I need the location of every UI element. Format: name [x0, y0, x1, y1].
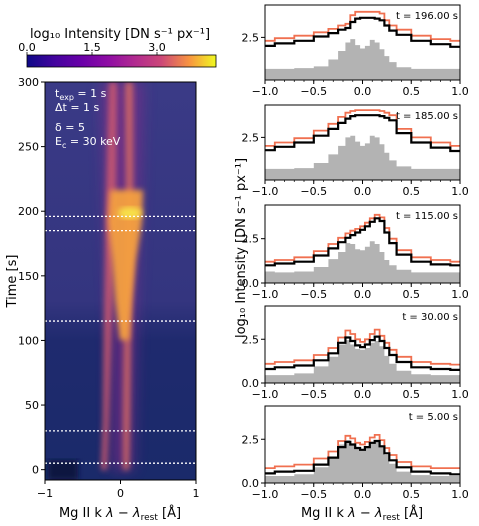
y-tick-label: 0.0	[242, 277, 260, 290]
x-tick-label: 1	[193, 487, 200, 500]
spectrum-line	[265, 109, 460, 147]
x-tick-label: 1.0	[451, 488, 469, 501]
heatmap-dark-spot	[48, 460, 78, 480]
colorbar-tick-label: 0.0	[18, 41, 36, 54]
x-tick-label: −0.5	[300, 85, 327, 98]
spectrum-panel: −1.0 −0.5 0.0 0.5 1.0 0.0 2.5 t = 115.00 s	[242, 204, 469, 301]
y-tick-label: 250	[18, 141, 39, 154]
x-tick-label: −1.0	[252, 388, 279, 401]
x-tick-label: −1.0	[252, 288, 279, 301]
x-tick-label: 0.5	[403, 488, 421, 501]
x-tick-label: −1.0	[252, 85, 279, 98]
spectrum-line	[265, 335, 460, 371]
x-tick-label: −1.0	[252, 185, 279, 198]
x-tick-label: 0.5	[403, 85, 421, 98]
colorbar: log₁₀ Intensity [DN s⁻¹ px⁻¹] 0.0 1.5 3.…	[18, 27, 217, 68]
spectrum-line	[265, 328, 460, 366]
spectrum-panel: −1.0 −0.5 0.0 0.5 1.0 0.0 2.5 t = 30.00 s	[242, 305, 469, 401]
y-tick-label: 2.5	[242, 131, 260, 144]
spectra-panels: −1.0 −0.5 0.0 0.5 1.0 2.5 t = 196.00 s −1.0 −0.5…	[242, 4, 469, 501]
y-tick-label: 0.0	[242, 477, 260, 490]
x-tick-label: −0.5	[300, 185, 327, 198]
spectrum-fill	[265, 340, 460, 383]
x-tick-label: 0.0	[354, 185, 372, 198]
time-markers	[45, 215, 196, 464]
y-tick-label: 2.5	[242, 31, 260, 44]
x-tick-label: 0.0	[354, 388, 372, 401]
x-tick-label: −0.5	[300, 488, 327, 501]
x-tick-label: 1.0	[451, 85, 469, 98]
heatmap-flare	[108, 190, 143, 340]
x-tick-label: −0.5	[300, 288, 327, 301]
colorbar-label: log₁₀ Intensity [DN s⁻¹ px⁻¹]	[30, 27, 210, 42]
colorbar-tick-label: 1.5	[83, 41, 101, 54]
heatmap-ylabel: Time [s]	[5, 255, 20, 309]
spectrum-fill	[265, 135, 460, 180]
heatmap-xlabel: Mg II k λ − λrest [Å]	[59, 505, 181, 523]
x-tick-label: 0.5	[403, 185, 421, 198]
heatmap-left-component	[101, 82, 117, 470]
spectrum-panel: −1.0 −0.5 0.0 0.5 1.0 0.0 2.5 t = 5.00 s	[242, 405, 469, 501]
y-tick-label: 2.5	[242, 233, 260, 246]
y-tick-label: 2.5	[242, 333, 260, 346]
x-tick-label: 1.0	[451, 185, 469, 198]
annotation-dt: Δt = 1 s	[55, 101, 100, 114]
y-tick-label: 50	[25, 399, 39, 412]
spectrum-panel: −1.0 −0.5 0.0 0.5 1.0 2.5 t = 196.00 s	[242, 4, 469, 98]
panel-time-label: t = 185.00 s	[396, 111, 458, 122]
y-tick-label: 300	[18, 76, 39, 89]
spectrum-fill	[265, 241, 460, 283]
heatmap-axes: −1 0 1 0 50 100 150 200 250 300	[18, 76, 200, 500]
x-tick-label: −0.5	[300, 388, 327, 401]
x-tick-label: 0	[117, 487, 124, 500]
spectrum-line	[265, 114, 460, 153]
spectrum-line	[265, 16, 460, 48]
x-tick-label: −1.0	[252, 488, 279, 501]
spectrum-line	[265, 217, 460, 267]
spectrum-line	[265, 213, 460, 263]
spectrum-fill	[265, 39, 460, 80]
panel-time-label: t = 196.00 s	[396, 11, 458, 22]
x-tick-label: 0.0	[354, 85, 372, 98]
x-tick-label: 0.0	[354, 488, 372, 501]
panel-time-label: t = 115.00 s	[396, 211, 458, 222]
x-tick-label: 1.0	[451, 288, 469, 301]
annotation-ec: Ec = 30 keV	[55, 135, 121, 150]
y-tick-label: 100	[18, 334, 39, 347]
colorbar-tick-label: 3.0	[148, 41, 166, 54]
heatmap-flare-peak	[118, 207, 142, 219]
colorbar-gradient	[26, 54, 217, 68]
panel-time-label: t = 30.00 s	[402, 312, 458, 323]
y-tick-label: 0	[32, 464, 39, 477]
spectra-xlabel: Mg II k λ − λrest [Å]	[301, 505, 423, 523]
annotation-delta: δ = 5	[55, 121, 85, 134]
y-tick-label: 200	[18, 205, 39, 218]
y-tick-label: 0.0	[242, 377, 260, 390]
x-tick-label: 0.0	[354, 288, 372, 301]
y-tick-label: 2.5	[242, 433, 260, 446]
y-tick-label: 150	[18, 270, 39, 283]
spectrum-line	[265, 439, 460, 476]
spectrum-panel: −1.0 −0.5 0.0 0.5 1.0 2.5 t = 185.00 s	[242, 104, 469, 198]
spectrum-fill	[265, 440, 460, 483]
x-tick-label: −1	[37, 487, 53, 500]
spectra-ylabel: log₁₀ Intensity [DN s⁻¹ px⁻¹]	[234, 158, 249, 338]
panel-time-label: t = 5.00 s	[409, 412, 458, 423]
spectrum-line	[265, 10, 460, 42]
x-tick-label: 0.5	[403, 288, 421, 301]
x-tick-label: 0.5	[403, 388, 421, 401]
x-tick-label: 1.0	[451, 388, 469, 401]
